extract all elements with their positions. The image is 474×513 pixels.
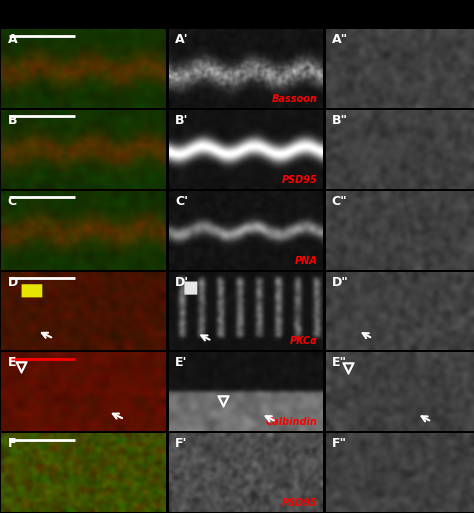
Text: PSD95: PSD95	[282, 498, 318, 508]
Text: GFP: GFP	[383, 249, 416, 264]
Text: D: D	[8, 275, 18, 289]
Text: Bassoon: Bassoon	[272, 94, 318, 104]
Text: B: B	[8, 114, 17, 127]
Text: Merge: Merge	[56, 249, 110, 264]
Text: PSD95: PSD95	[282, 175, 318, 185]
Text: A': A'	[175, 33, 189, 46]
Text: PNA: PNA	[295, 255, 318, 266]
Text: E': E'	[175, 357, 188, 369]
Text: PKCα: PKCα	[290, 337, 318, 346]
Text: Calbindin: Calbindin	[266, 417, 318, 427]
Text: F': F'	[175, 437, 188, 450]
Text: B': B'	[175, 114, 189, 127]
Text: C': C'	[175, 195, 189, 208]
Text: F: F	[8, 437, 16, 450]
Text: E": E"	[331, 357, 346, 369]
Text: F": F"	[331, 437, 346, 450]
Text: B": B"	[331, 114, 347, 127]
Text: D": D"	[331, 275, 348, 289]
Text: A": A"	[331, 33, 348, 46]
Text: E: E	[8, 357, 16, 369]
Text: D': D'	[175, 275, 190, 289]
Text: A: A	[8, 33, 17, 46]
Text: C: C	[8, 195, 17, 208]
Text: Synaptic Marker: Synaptic Marker	[175, 249, 316, 264]
Text: C": C"	[331, 195, 347, 208]
